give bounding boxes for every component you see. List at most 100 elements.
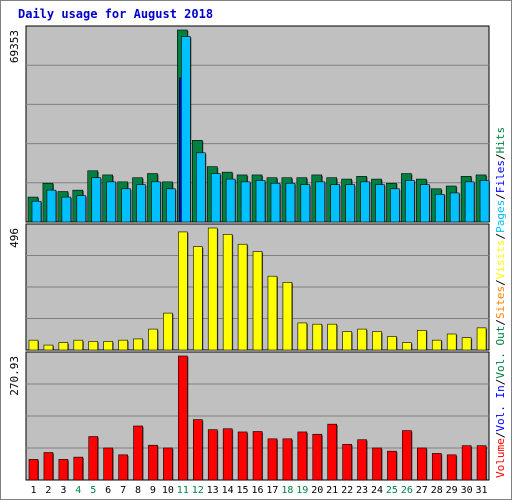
bar-visits-day-7 bbox=[118, 339, 128, 351]
legend-item: Visits bbox=[494, 240, 507, 280]
x-tick-label-23: 23 bbox=[356, 485, 368, 496]
bar-visits-day-26 bbox=[402, 342, 412, 351]
legend-vertical: Volume/Vol. In/Vol. Out/Sites/Visits/Pag… bbox=[494, 127, 507, 478]
bar-pages-day-21 bbox=[330, 184, 341, 223]
y-max-label-middle: 496 bbox=[8, 228, 21, 248]
x-tick-label-24: 24 bbox=[371, 485, 383, 496]
y-max-label-bottom: 270.93 bbox=[8, 356, 21, 396]
bar-pages-day-1 bbox=[31, 200, 42, 223]
bar-pages-day-29 bbox=[449, 192, 460, 223]
bar-visits-day-18 bbox=[282, 282, 293, 351]
bar-pages-day-19 bbox=[300, 184, 311, 223]
x-tick-label-9: 9 bbox=[150, 485, 156, 496]
x-tick-label-21: 21 bbox=[326, 485, 338, 496]
bar-volume-day-16 bbox=[252, 431, 263, 481]
x-tick-label-29: 29 bbox=[446, 485, 458, 496]
bar-volume-day-9 bbox=[148, 444, 158, 481]
x-tick-label-15: 15 bbox=[237, 485, 249, 496]
bar-visits-day-30 bbox=[461, 337, 472, 351]
x-tick-label-26: 26 bbox=[401, 485, 413, 496]
x-tick-label-11: 11 bbox=[177, 485, 189, 496]
bar-volume-day-8 bbox=[133, 425, 143, 481]
bar-pages-day-22 bbox=[345, 184, 355, 223]
bar-pages-day-12 bbox=[195, 152, 206, 223]
bar-visits-day-22 bbox=[342, 331, 352, 351]
bar-volume-day-12 bbox=[192, 419, 203, 481]
bar-volume-day-22 bbox=[342, 444, 352, 481]
legend-item: / bbox=[494, 279, 507, 286]
bar-visits-day-17 bbox=[267, 275, 278, 351]
bar-visits-day-16 bbox=[252, 251, 263, 351]
bar-pages-day-28 bbox=[434, 194, 445, 223]
bar-volume-day-5 bbox=[88, 436, 99, 481]
bar-pages-day-5 bbox=[91, 177, 102, 223]
x-tick-label-28: 28 bbox=[431, 485, 443, 496]
bar-visits-day-6 bbox=[103, 341, 113, 351]
bar-volume-day-1 bbox=[28, 459, 39, 481]
x-tick-label-20: 20 bbox=[311, 485, 323, 496]
x-tick-label-8: 8 bbox=[135, 485, 141, 496]
legend-item: / bbox=[494, 153, 507, 160]
bar-volume-day-14 bbox=[222, 428, 233, 481]
bar-visits-day-3 bbox=[58, 342, 69, 351]
bar-visits-day-8 bbox=[133, 338, 143, 351]
x-tick-label-14: 14 bbox=[222, 485, 234, 496]
bar-visits-day-31 bbox=[476, 327, 487, 351]
x-tick-label-3: 3 bbox=[60, 485, 66, 496]
bar-pages-day-13 bbox=[210, 173, 221, 223]
x-tick-label-2: 2 bbox=[45, 485, 51, 496]
bar-pages-day-8 bbox=[136, 184, 146, 223]
legend-item: Hits bbox=[494, 127, 507, 154]
legend-item: Sites bbox=[494, 286, 507, 319]
bar-pages-day-10 bbox=[166, 188, 176, 223]
x-tick-label-30: 30 bbox=[461, 485, 473, 496]
bar-pages-day-25 bbox=[390, 188, 400, 223]
bar-volume-day-29 bbox=[446, 454, 457, 481]
bar-visits-day-29 bbox=[446, 333, 457, 351]
bar-visits-day-10 bbox=[163, 312, 173, 351]
bar-volume-day-24 bbox=[372, 447, 382, 481]
x-tick-label-1: 1 bbox=[30, 485, 36, 496]
chart-title: Daily usage for August 2018 bbox=[18, 7, 214, 21]
bar-volume-day-28 bbox=[431, 453, 442, 481]
bar-volume-day-13 bbox=[207, 429, 218, 481]
legend-item: / bbox=[494, 379, 507, 386]
bar-pages-day-7 bbox=[121, 188, 131, 223]
x-tick-label-22: 22 bbox=[341, 485, 353, 496]
bar-pages-day-14 bbox=[225, 178, 236, 223]
bar-volume-day-18 bbox=[282, 438, 293, 481]
x-tick-label-17: 17 bbox=[266, 485, 278, 496]
bar-visits-day-11 bbox=[178, 231, 188, 351]
x-tick-label-19: 19 bbox=[296, 485, 308, 496]
bar-visits-day-21 bbox=[327, 323, 338, 351]
bar-visits-day-1 bbox=[28, 339, 39, 351]
bar-pages-day-18 bbox=[285, 182, 296, 223]
bar-pages-day-23 bbox=[360, 181, 370, 223]
bar-volume-day-30 bbox=[461, 445, 472, 481]
bar-volume-day-31 bbox=[476, 445, 487, 481]
bar-pages-day-2 bbox=[46, 189, 57, 223]
legend-item: / bbox=[494, 432, 507, 439]
bar-pages-day-26 bbox=[405, 180, 415, 223]
x-tick-label-16: 16 bbox=[251, 485, 263, 496]
bar-pages-day-27 bbox=[420, 184, 430, 223]
legend-item: Pages bbox=[494, 200, 507, 233]
bar-volume-day-2 bbox=[43, 452, 54, 481]
bar-volume-day-25 bbox=[387, 450, 397, 481]
bar-visits-day-28 bbox=[431, 339, 442, 351]
bar-volume-day-15 bbox=[237, 431, 248, 481]
legend-item: Vol. Out bbox=[494, 326, 507, 379]
bar-visits-day-27 bbox=[417, 330, 427, 351]
bar-pages-day-11 bbox=[181, 36, 191, 223]
legend-item: / bbox=[494, 233, 507, 240]
x-tick-label-27: 27 bbox=[416, 485, 428, 496]
bar-volume-day-27 bbox=[417, 447, 427, 481]
bar-volume-day-21 bbox=[327, 423, 338, 481]
x-tick-label-4: 4 bbox=[75, 485, 81, 496]
bar-volume-day-3 bbox=[58, 459, 69, 481]
bar-volume-day-23 bbox=[357, 439, 367, 481]
bar-pages-day-15 bbox=[240, 181, 251, 223]
x-tick-label-5: 5 bbox=[90, 485, 96, 496]
